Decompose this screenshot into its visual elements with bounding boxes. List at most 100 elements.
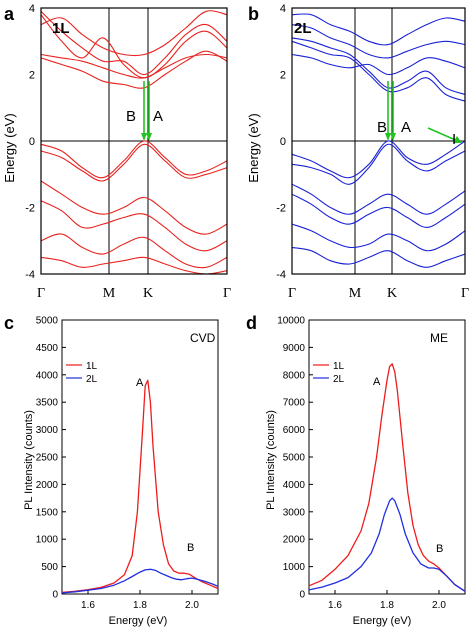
- plot-a-band-2: [40, 50, 228, 89]
- panel-c-legend-2l: 2L: [86, 374, 98, 385]
- panel-b-xtick-k: K: [387, 286, 397, 301]
- plot-b-band-3: [291, 24, 466, 59]
- panel-b-annotation-a: A: [401, 119, 411, 136]
- panel-a-xtick-gamma-1: Γ: [37, 286, 45, 301]
- panel-c-sample: CVD: [190, 331, 216, 345]
- plot-d-ytick-8: 8000: [283, 370, 306, 381]
- plot-d-ytick-9: 9000: [283, 343, 306, 354]
- plot-c-pl-spectrum: 0 500 1000 1500 2000 2500 3000 3500 4000 4500 5000…: [36, 316, 219, 611]
- plot-d-series-2L: [308, 497, 466, 592]
- plot-a-ytick-4: -4: [25, 269, 35, 281]
- panel-c-legend-1l: 1L: [86, 361, 98, 372]
- plot-d-ytick-1: 1000: [283, 562, 306, 573]
- panel-d-legend-1l: 1L: [333, 361, 345, 372]
- panel-c-peak-b: B: [187, 542, 194, 554]
- plot-b-arrowhead-i: [453, 136, 462, 143]
- panel-a-xtick-gamma-2: Γ: [223, 286, 231, 301]
- plot-d-series-1L: [308, 363, 466, 592]
- plot-b-band-0: [291, 40, 466, 102]
- plot-d-ytick-7: 7000: [283, 398, 306, 409]
- panel-d-peak-b: B: [436, 543, 443, 555]
- plot-b-band-5: [291, 140, 466, 179]
- plot-d-pl-spectrum: 0 1000 2000 3000 4000 5000 6000 7000 8000 9000 100…: [277, 316, 466, 611]
- plot-c-ytick-6: 3000: [36, 425, 59, 436]
- plot-d-ytick-6: 6000: [283, 425, 306, 436]
- panel-a-ylabel: Energy (eV): [2, 113, 17, 182]
- plot-b-arrowhead-b: [385, 133, 391, 141]
- panel-a-annotation-a: A: [153, 108, 163, 125]
- plot-b-band-10: [291, 246, 466, 268]
- plot-d-ytick-4: 4000: [283, 480, 306, 491]
- panel-b-tag: 2L: [294, 20, 312, 37]
- plot-d-ytick-10: 10000: [277, 316, 305, 327]
- plot-b-ytick-1: 2: [280, 70, 286, 82]
- plot-d-ytick-5: 5000: [283, 453, 306, 464]
- panel-a-xtick-k: K: [143, 286, 153, 301]
- panel-d-peak-a: A: [373, 376, 381, 388]
- plot-b-ytick-3: -2: [276, 203, 286, 215]
- plot-b-frame: [291, 7, 466, 275]
- plot-a-arrowhead-b: [141, 133, 147, 141]
- plot-a-band-1: [40, 10, 228, 76]
- plot-a-ytick-2: 0: [29, 136, 35, 148]
- plot-d-xtick-2: 2.0: [432, 600, 446, 611]
- panel-d-sample: ME: [430, 331, 448, 345]
- plot-a-ytick-3: -2: [25, 203, 35, 215]
- panel-c-peak-a: A: [136, 377, 144, 389]
- plot-b-band-6: [291, 143, 466, 185]
- panel-d-legend-2l: 2L: [333, 374, 345, 385]
- plot-a-arrowhead-a: [146, 133, 152, 141]
- panel-b-annotation-b: B: [377, 119, 387, 136]
- plot-b-band-2: [291, 53, 466, 76]
- plot-a-band-5: [40, 140, 228, 179]
- plot-a-band-9: [40, 233, 228, 269]
- plot-a-frame: [40, 7, 228, 275]
- panel-b-xtick-gamma-2: Γ: [461, 286, 469, 301]
- plot-c-ytick-2: 1000: [36, 535, 59, 546]
- plot-c-ytick-10: 5000: [36, 316, 59, 327]
- plot-a-band-7: [40, 180, 228, 235]
- plot-d-ytick-0: 0: [299, 590, 305, 601]
- plot-d-xtick-1: 1.8: [380, 600, 394, 611]
- plot-c-xtick-1: 1.8: [133, 600, 147, 611]
- plot-a-band-8: [40, 200, 228, 252]
- panel-c-xlabel: Energy (eV): [109, 615, 168, 627]
- plot-b-ytick-2: 0: [280, 136, 286, 148]
- panel-a-annotation-b: B: [126, 108, 136, 125]
- panel-c-ylabel: PL Intensity (counts): [23, 410, 35, 510]
- plot-b-ytick-4: -4: [276, 269, 286, 281]
- panel-b-xtick-m: M: [349, 286, 362, 301]
- plot-a-band-structure: 4 2 0 -2 -4: [25, 3, 228, 281]
- panel-b-ylabel: Energy (eV): [246, 113, 261, 182]
- plot-b-band-8: [291, 193, 466, 228]
- plot-b-band-7: [291, 183, 466, 215]
- plot-a-ytick-1: 2: [29, 70, 35, 82]
- panel-a-tag: 1L: [52, 20, 70, 37]
- plot-b-band-9: [291, 223, 466, 252]
- plot-a-ytick-0: 4: [29, 3, 35, 15]
- plot-d-ytick-2: 2000: [283, 535, 306, 546]
- plot-c-series-2L: [61, 568, 219, 594]
- panel-b-xtick-gamma-1: Γ: [288, 286, 296, 301]
- plot-b-arrowhead-a: [390, 133, 396, 141]
- plot-c-ytick-3: 1500: [36, 507, 59, 518]
- plot-d-ytick-3: 3000: [283, 507, 306, 518]
- panel-d-xlabel: Energy (eV): [353, 615, 412, 627]
- panel-b-label: b: [248, 4, 259, 24]
- plot-a-band-3: [40, 53, 228, 79]
- plot-a-band-6: [40, 143, 228, 182]
- panel-d-ylabel: PL Intensity (counts): [265, 410, 277, 510]
- plot-a-band-0: [40, 14, 228, 79]
- plot-a-band-10: [40, 256, 228, 275]
- plot-c-xtick-0: 1.6: [81, 600, 95, 611]
- plot-c-ytick-9: 4500: [36, 343, 59, 354]
- plot-b-band-4: [291, 13, 466, 46]
- panel-b-annotation-i: I: [452, 131, 456, 148]
- plot-c-ytick-0: 0: [52, 590, 58, 601]
- plot-b-band-structure: 4 2 0 -2 -4: [276, 3, 466, 281]
- plot-c-ytick-4: 2000: [36, 480, 59, 491]
- panel-d-label: d: [246, 313, 257, 333]
- panel-a-label: a: [4, 4, 15, 24]
- plot-b-band-1: [291, 37, 466, 96]
- plot-a-band-4: [40, 10, 228, 57]
